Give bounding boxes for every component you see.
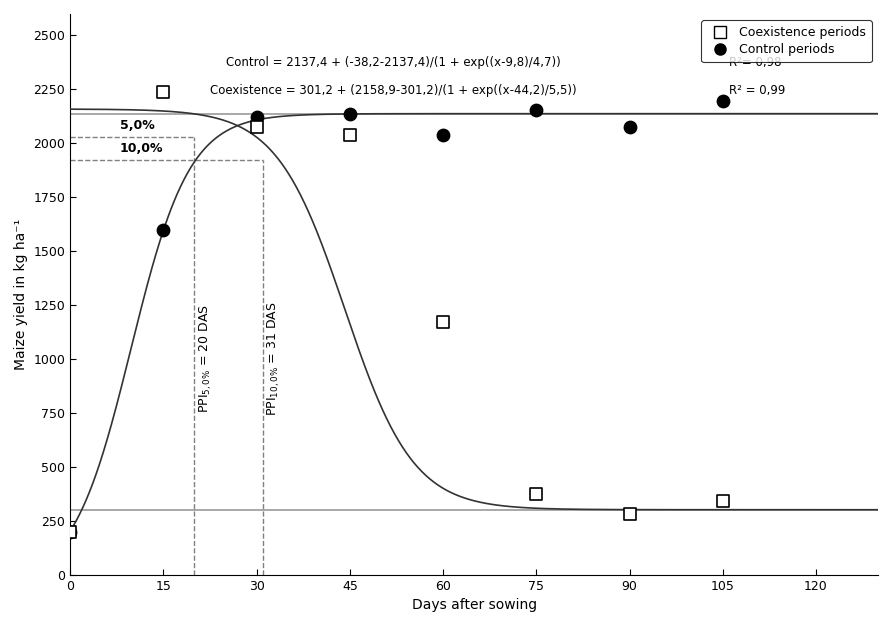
Text: 10,0%: 10,0% xyxy=(120,142,163,155)
Point xyxy=(715,496,730,506)
Point xyxy=(529,489,543,499)
Point xyxy=(436,130,450,140)
Legend: Coexistence periods, Control periods: Coexistence periods, Control periods xyxy=(701,20,871,63)
Point xyxy=(343,109,357,119)
Text: PPI$_{10,0\%}$ = 31 DAS: PPI$_{10,0\%}$ = 31 DAS xyxy=(266,302,283,416)
Point xyxy=(623,510,637,520)
Point xyxy=(63,526,78,536)
Point xyxy=(623,122,637,132)
X-axis label: Days after sowing: Days after sowing xyxy=(411,598,537,612)
Text: R²= 0,98: R²= 0,98 xyxy=(729,56,781,69)
Text: 5,0%: 5,0% xyxy=(120,119,154,132)
Text: Coexistence = 301,2 + (2158,9-301,2)/(1 + exp((x-44,2)/5,5)): Coexistence = 301,2 + (2158,9-301,2)/(1 … xyxy=(210,84,576,97)
Text: PPI$_{5,0\%}$ = 20 DAS: PPI$_{5,0\%}$ = 20 DAS xyxy=(198,305,214,413)
Point xyxy=(343,130,357,140)
Point xyxy=(63,526,78,536)
Point xyxy=(156,86,170,96)
Point xyxy=(156,225,170,235)
Point xyxy=(715,96,730,106)
Point xyxy=(529,105,543,115)
Text: Control = 2137,4 + (-38,2-2137,4)/(1 + exp((x-9,8)/4,7)): Control = 2137,4 + (-38,2-2137,4)/(1 + e… xyxy=(226,56,561,69)
Point xyxy=(250,113,264,123)
Point xyxy=(250,122,264,132)
Y-axis label: Maize yield in kg ha⁻¹: Maize yield in kg ha⁻¹ xyxy=(14,218,28,370)
Point xyxy=(436,317,450,327)
Text: R² = 0,99: R² = 0,99 xyxy=(729,84,785,97)
